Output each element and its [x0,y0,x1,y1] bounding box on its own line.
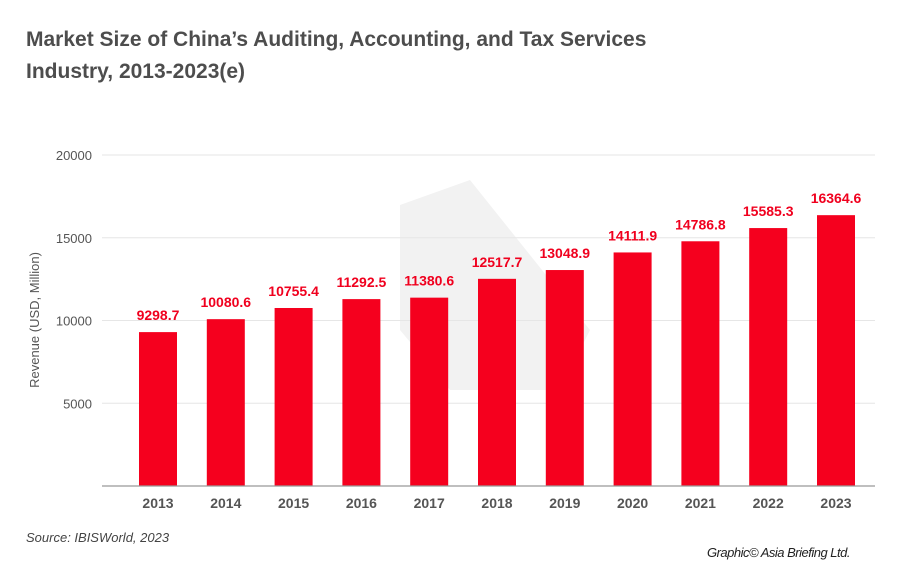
y-tick-label: 5000 [63,396,92,411]
bar-2020 [613,252,652,486]
x-tick-label: 2014 [210,495,241,511]
y-tick-label: 10000 [56,314,92,329]
x-tick-label: 2017 [414,495,445,511]
data-label: 10080.6 [200,294,251,310]
x-tick-label: 2021 [685,495,716,511]
chart-title: Market Size of China’s Auditing, Account… [26,28,647,83]
bar-2019 [545,270,584,486]
bar-2021 [681,241,720,486]
data-label: 15585.3 [743,203,794,219]
x-tick-label: 2020 [617,495,648,511]
y-axis-label: Revenue (USD, Million) [27,252,42,388]
data-label: 10755.4 [268,283,319,299]
x-tick-label: 2022 [753,495,784,511]
bar-2017 [410,297,449,486]
data-label: 12517.7 [472,254,523,270]
x-tick-label: 2015 [278,495,309,511]
bar-2023 [817,215,855,486]
x-tick-label: 2019 [549,495,580,511]
bar-2018 [478,278,516,486]
data-label: 14111.9 [608,227,657,243]
x-tick-label: 2018 [481,495,512,511]
data-label: 16364.6 [811,190,862,206]
data-label: 14786.8 [675,216,726,232]
data-label: 11380.6 [404,273,454,289]
x-tick-label: 2023 [820,495,851,511]
bar-2016 [342,299,381,486]
data-label: 11292.5 [336,274,386,290]
bar-2014 [206,319,245,486]
bar-2015 [274,307,313,486]
x-tick-label: 2013 [142,495,173,511]
source-note: Source: IBISWorld, 2023 [26,530,170,545]
x-tick-label: 2016 [346,495,377,511]
y-tick-label: 20000 [56,148,92,163]
bar-2022 [749,228,788,486]
data-label: 13048.9 [539,245,590,261]
credit-note: Graphic© Asia Briefing Ltd. [706,545,851,560]
bar-2013 [139,332,177,486]
data-label: 9298.7 [137,307,180,323]
y-tick-label: 15000 [56,231,92,246]
